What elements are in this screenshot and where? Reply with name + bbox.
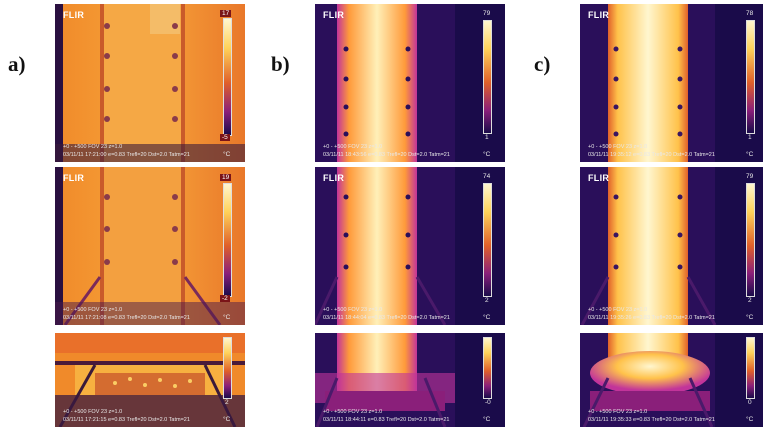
info-line-2: 03/11/11 17:21:08 e=0.83 Trefl=20 Dst=2.… — [63, 315, 190, 321]
color-scale-bar — [746, 183, 755, 297]
unit-label: °C — [483, 151, 491, 158]
thermogram-b3: -0 °C +0 - +500 FOV 23 z=1.0 03/11/11 18… — [315, 333, 505, 427]
scale-max: 79 — [746, 173, 754, 180]
color-scale-bar — [746, 337, 755, 399]
info-line-1: +0 - +500 FOV 23 z=1.0 — [323, 144, 383, 150]
unit-label: °C — [483, 314, 491, 321]
unit-label: °C — [223, 314, 231, 321]
scale-min: 2 — [225, 399, 229, 406]
scale-max: 78 — [746, 10, 754, 17]
flir-logo: FLIR — [63, 10, 85, 20]
thermogram-c2: FLIR 79 2 °C +0 - +500 FOV 23 z=1.0 03/1… — [580, 167, 763, 325]
thermal-scene — [580, 333, 763, 427]
info-line-1: +0 - +500 FOV 23 z=1.0 — [323, 409, 383, 415]
color-scale-bar — [483, 20, 492, 134]
thermal-scene — [580, 167, 763, 325]
scale-min: -2 — [220, 295, 230, 302]
scale-max: 19 — [220, 174, 232, 181]
color-scale-bar — [223, 18, 232, 136]
unit-label: °C — [483, 416, 491, 423]
unit-label: °C — [746, 416, 754, 423]
flir-logo: FLIR — [588, 10, 610, 20]
flir-logo: FLIR — [323, 10, 345, 20]
thermal-scene — [315, 333, 505, 427]
scale-min: 1 — [485, 134, 489, 141]
scale-max: 17 — [220, 10, 232, 17]
scale-max: 74 — [483, 173, 491, 180]
unit-label: °C — [746, 314, 754, 321]
flir-logo: FLIR — [63, 173, 85, 183]
info-line-1: +0 - +500 FOV 23 z=1.0 — [63, 144, 123, 150]
info-line-1: +0 - +500 FOV 23 z=1.0 — [588, 144, 648, 150]
thermogram-a3: 2 °C +0 - +500 FOV 23 z=1.0 03/11/11 17:… — [55, 333, 245, 427]
info-line-2: 03/11/11 18:44:04 e=0.83 Trefl=20 Dst=2.… — [323, 315, 450, 321]
thermal-scene — [580, 4, 763, 162]
flir-logo: FLIR — [588, 173, 610, 183]
scale-min: -0 — [485, 399, 491, 406]
thermal-scene — [55, 4, 245, 162]
thermogram-a1: FLIR 17 -5 °C +0 - +500 FOV 23 z=1.0 03/… — [55, 4, 245, 162]
info-line-1: +0 - +500 FOV 23 z=1.0 — [588, 409, 648, 415]
info-line-2: 03/11/11 19:35:33 e=0.83 Trefl=20 Dst=2.… — [588, 417, 715, 423]
thermogram-b1: FLIR 79 1 °C +0 - +500 FOV 23 z=1.0 03/1… — [315, 4, 505, 162]
info-line-1: +0 - +500 FOV 23 z=1.0 — [323, 307, 383, 313]
color-scale-bar — [746, 20, 755, 134]
thermogram-b2: FLIR 74 2 °C +0 - +500 FOV 23 z=1.0 03/1… — [315, 167, 505, 325]
column-label-a: a) — [8, 52, 26, 76]
scale-min: 2 — [748, 297, 752, 304]
info-line-2: 03/11/11 19:35:12 e=0.83 Trefl=20 Dst=2.… — [588, 152, 715, 158]
thermal-scene — [55, 333, 245, 427]
info-line-1: +0 - +500 FOV 23 z=1.0 — [588, 307, 648, 313]
info-line-2: 03/11/11 17:21:00 e=0.83 Trefl=20 Dst=2.… — [63, 152, 190, 158]
scale-min: 0 — [748, 399, 752, 406]
unit-label: °C — [223, 416, 231, 423]
thermal-scene — [315, 4, 505, 162]
column-label-b: b) — [271, 52, 290, 76]
color-scale-bar — [223, 183, 232, 297]
thermal-scene — [55, 167, 245, 325]
thermogram-c1: FLIR 78 1 °C +0 - +500 FOV 23 z=1.0 03/1… — [580, 4, 763, 162]
color-scale-bar — [483, 183, 492, 297]
thermogram-a2: FLIR 19 -2 °C +0 - +500 FOV 23 z=1.0 03/… — [55, 167, 245, 325]
info-line-2: 03/11/11 17:21:15 e=0.83 Trefl=20 Dst=2.… — [63, 417, 190, 423]
info-line-2: 03/11/11 19:35:26 e=0.83 Trefl=20 Dst=2.… — [588, 315, 715, 321]
color-scale-bar — [223, 337, 232, 399]
color-scale-bar — [483, 337, 492, 399]
thermogram-c3: 0 °C +0 - +500 FOV 23 z=1.0 03/11/11 19:… — [580, 333, 763, 427]
info-line-1: +0 - +500 FOV 23 z=1.0 — [63, 307, 123, 313]
unit-label: °C — [223, 151, 231, 158]
scale-min: 1 — [748, 134, 752, 141]
column-label-c: c) — [534, 52, 551, 76]
info-line-2: 03/11/11 18:44:11 e=0.83 Trefl=20 Dst=2.… — [323, 417, 450, 423]
scale-min: 2 — [485, 297, 489, 304]
scale-min: -5 — [220, 134, 230, 141]
info-line-1: +0 - +500 FOV 23 z=1.0 — [63, 409, 123, 415]
info-line-2: 03/11/11 18:43:56 e=0.83 Trefl=20 Dst=2.… — [323, 152, 450, 158]
scale-max: 79 — [483, 10, 491, 17]
thermal-scene — [315, 167, 505, 325]
unit-label: °C — [746, 151, 754, 158]
flir-logo: FLIR — [323, 173, 345, 183]
